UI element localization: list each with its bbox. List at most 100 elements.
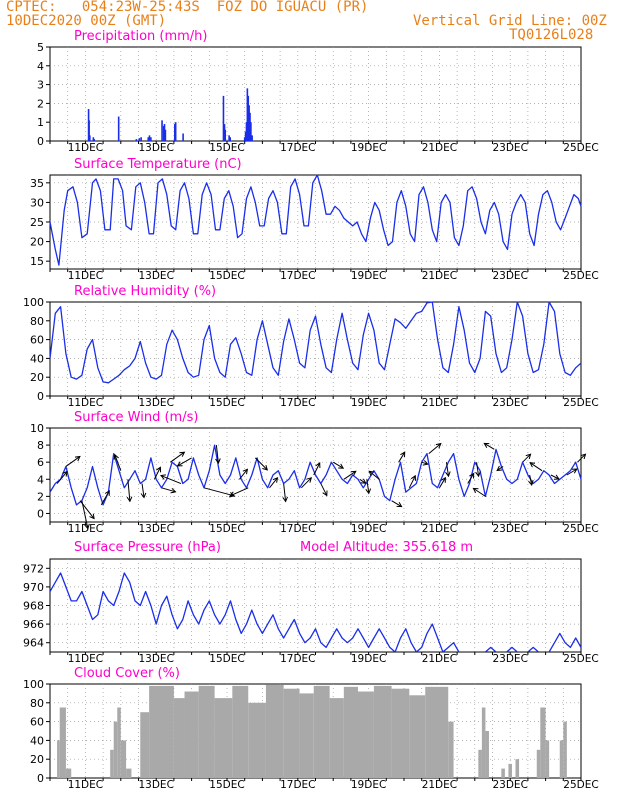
wind-arrow — [177, 457, 192, 467]
precip-bar — [140, 137, 142, 141]
wind-arrow — [366, 479, 370, 494]
panel-1-ytick-label: 4 — [37, 60, 44, 73]
panel-1-xtick-label: 17DEC — [280, 142, 315, 154]
cloud-bar — [481, 707, 486, 778]
precip-bar — [135, 139, 138, 141]
panel-6-ytick-label: 80 — [30, 697, 44, 710]
panel-2-title: Surface Temperature (nC) — [74, 157, 242, 172]
cloud-bar — [448, 721, 454, 778]
panel-2-xtick-label: 25DEC — [563, 270, 598, 282]
wind-arrow-head — [422, 460, 429, 466]
wind-arrow-head — [74, 455, 81, 462]
panel-1-title: Precipitation (mm/h) — [74, 29, 207, 44]
wind-arrow — [313, 462, 321, 476]
panel-6-ytick-label: 40 — [30, 734, 44, 747]
wind-arrow-head — [242, 468, 249, 475]
panel-4-xtick-label: 21DEC — [422, 523, 457, 535]
panel-4-xtick-label: 11DEC — [68, 523, 103, 535]
wind-arrow — [529, 474, 533, 486]
panel-1-ytick-label: 5 — [37, 41, 44, 54]
wind-arrow-head — [528, 480, 534, 487]
precip-bar — [93, 139, 96, 141]
cloud-bar — [126, 768, 132, 778]
wind-arrow-head — [322, 490, 328, 497]
wind-arrow — [566, 468, 578, 476]
panel-5-xtick-label: 23DEC — [492, 653, 527, 665]
panel-3-ytick-label: 100 — [23, 296, 44, 309]
wind-arrow — [141, 483, 145, 498]
panel-3-xtick-label: 17DEC — [280, 397, 315, 409]
wind-arrow-head — [400, 451, 406, 458]
cloud-bar — [343, 686, 358, 778]
cloud-bar — [508, 763, 512, 778]
precip-bar — [248, 105, 250, 141]
panel-3-xtick-label: 25DEC — [563, 397, 598, 409]
precip-bar — [245, 122, 248, 141]
cloud-bar — [113, 721, 118, 778]
wind-arrow — [496, 466, 504, 471]
panel-6-ytick-label: 100 — [23, 678, 44, 691]
cloud-bar — [265, 684, 284, 778]
cloud-bar — [313, 685, 330, 778]
cloud-bar — [540, 707, 546, 778]
wind-arrow-head — [365, 488, 372, 495]
panel-2-ytick-label: 35 — [30, 177, 44, 190]
panel-4-ytick-label: 10 — [30, 422, 44, 435]
panel-5-series-line — [50, 572, 581, 652]
precip-bar — [250, 122, 252, 141]
wind-arrow-head — [84, 523, 90, 530]
precip-bar — [246, 88, 249, 141]
panel-4-xtick-label: 25DEC — [563, 523, 598, 535]
precip-bar — [251, 135, 253, 141]
panel-1-xtick-label: 15DEC — [209, 142, 244, 154]
wind-arrow — [283, 483, 287, 502]
panel-2-xtick-label: 11DEC — [68, 270, 103, 282]
precip-bar — [244, 131, 247, 141]
cloud-bar — [120, 740, 127, 778]
cloud-bar — [149, 685, 174, 778]
panel-6-xtick-label: 19DEC — [351, 779, 386, 791]
wind-arrow — [215, 445, 219, 464]
wind-arrow — [343, 470, 357, 480]
panel-2-xtick-label: 17DEC — [280, 270, 315, 282]
cloud-bar — [329, 698, 344, 778]
panel-2-ytick-label: 20 — [30, 236, 44, 249]
wind-arrow-head — [360, 478, 367, 484]
cloud-bar — [485, 731, 489, 778]
wind-arrow-head — [396, 502, 403, 508]
panel-5-xtick-label: 15DEC — [209, 653, 244, 665]
panel-4-ytick-label: 6 — [37, 456, 44, 469]
panel-2-series-line — [49, 174, 582, 266]
panel-6-xtick-label: 15DEC — [209, 779, 244, 791]
panel-5-ytick-label: 964 — [23, 637, 44, 650]
panel-3-xtick-label: 13DEC — [138, 397, 173, 409]
panel-4-series-line — [49, 444, 582, 506]
panel-5-ytick-label: 970 — [23, 581, 44, 594]
cloud-bar — [110, 749, 114, 778]
wind-arrow-head — [525, 453, 532, 460]
panel-5-xtick-label: 11DEC — [68, 653, 103, 665]
wind-arrow-head — [89, 513, 95, 520]
wind-arrow-head — [496, 465, 503, 472]
panel-6-title: Cloud Cover (%) — [74, 666, 180, 681]
precip-bar — [174, 122, 177, 141]
precip-bar — [88, 120, 90, 141]
precip-bar — [92, 137, 95, 141]
wind-arrow-head — [410, 474, 416, 481]
wind-arrow — [522, 453, 531, 463]
wind-arrow — [269, 477, 278, 489]
precip-bar — [228, 135, 230, 141]
precip-bar — [163, 124, 166, 141]
cloud-bar — [184, 691, 199, 778]
panel-5-xtick-label: 13DEC — [138, 653, 173, 665]
panel-6-xtick-label: 11DEC — [68, 779, 103, 791]
precip-bar — [147, 137, 150, 141]
cloud-bar — [198, 685, 215, 778]
wind-arrow-head — [483, 442, 490, 448]
panel-5-xtick-label: 21DEC — [422, 653, 457, 665]
wind-arrow — [254, 457, 268, 471]
precip-bar — [249, 112, 251, 141]
panel-5-ytick-label: 966 — [23, 618, 44, 631]
precip-bar — [138, 138, 141, 141]
